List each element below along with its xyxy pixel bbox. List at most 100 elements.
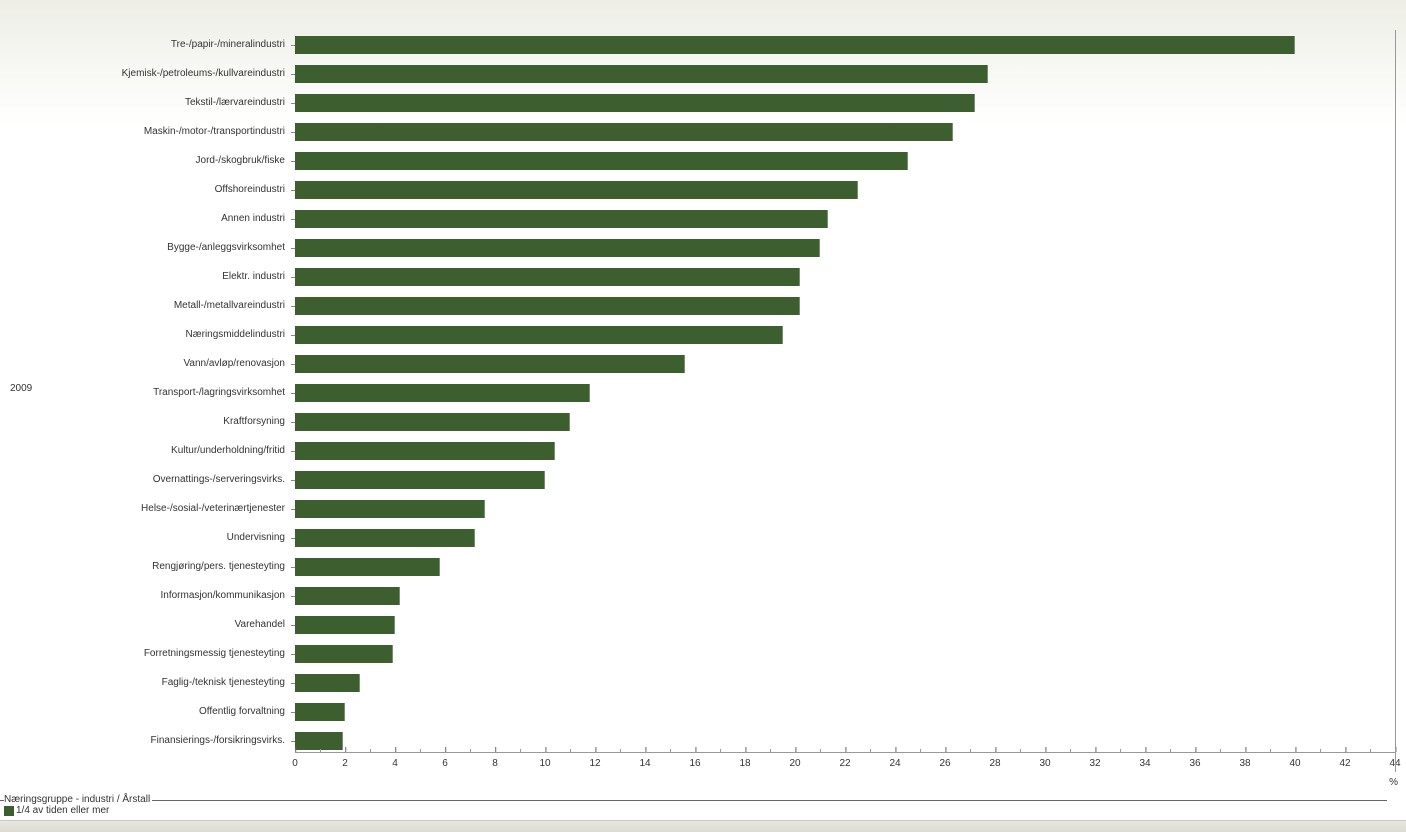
bar-row: Annen industri bbox=[295, 204, 1395, 233]
bar-category-label: Bygge-/anleggsvirksomhet bbox=[167, 242, 295, 253]
x-axis-minor-tick bbox=[470, 749, 471, 752]
x-axis-minor-tick bbox=[1270, 749, 1271, 752]
x-axis-minor-tick bbox=[1370, 749, 1371, 752]
bar-category-label: Faglig-/teknisk tjenesteyting bbox=[162, 677, 295, 688]
x-axis-tick-label: 4 bbox=[392, 758, 398, 769]
bar-category-label: Maskin-/motor-/transportindustri bbox=[144, 126, 295, 137]
bar-row: Tekstil-/lærvareindustri bbox=[295, 88, 1395, 117]
bar-row: Offshoreindustri bbox=[295, 175, 1395, 204]
bar bbox=[295, 152, 908, 170]
x-axis-tick: 26 bbox=[939, 752, 950, 763]
bar-category-label: Elektr. industri bbox=[222, 271, 295, 282]
bar bbox=[295, 442, 555, 460]
x-axis-tick-label: 42 bbox=[1339, 758, 1350, 769]
x-axis-minor-tick bbox=[420, 749, 421, 752]
x-axis-tick-label: 34 bbox=[1139, 758, 1150, 769]
bar bbox=[295, 587, 400, 605]
bar-row: Vann/avløp/renovasjon bbox=[295, 349, 1395, 378]
x-axis-tick-label: 8 bbox=[492, 758, 498, 769]
x-axis-minor-tick bbox=[920, 749, 921, 752]
x-axis-minor-tick bbox=[1120, 749, 1121, 752]
x-axis-minor-tick bbox=[770, 749, 771, 752]
bar-category-label: Varehandel bbox=[235, 619, 295, 630]
bar-row: Rengjøring/pers. tjenesteyting bbox=[295, 552, 1395, 581]
x-axis-tick-label: 0 bbox=[292, 758, 298, 769]
x-axis-tick: 8 bbox=[492, 752, 498, 763]
x-axis-tick-label: 6 bbox=[442, 758, 448, 769]
bar bbox=[295, 413, 570, 431]
bar-category-label: Vann/avløp/renovasjon bbox=[183, 358, 295, 369]
legend: Næringsgruppe - industri / Årstall 1/4 a… bbox=[4, 794, 150, 816]
x-axis-tick-label: 32 bbox=[1089, 758, 1100, 769]
x-axis-tick-label: 10 bbox=[539, 758, 550, 769]
x-axis-minor-tick bbox=[620, 749, 621, 752]
footer-bar bbox=[0, 820, 1406, 832]
x-axis-minor-tick bbox=[720, 749, 721, 752]
bar bbox=[295, 297, 800, 315]
x-axis-minor-tick bbox=[870, 749, 871, 752]
x-axis-tick-label: 26 bbox=[939, 758, 950, 769]
bar-category-label: Offshoreindustri bbox=[215, 184, 295, 195]
x-axis-tick: 6 bbox=[442, 752, 448, 763]
bar-category-label: Offentlig forvaltning bbox=[199, 706, 295, 717]
x-axis-tick: 2 bbox=[342, 752, 348, 763]
bar-row: Faglig-/teknisk tjenesteyting bbox=[295, 668, 1395, 697]
x-axis-tick: 30 bbox=[1039, 752, 1050, 763]
chart-right-border bbox=[1395, 30, 1396, 772]
bar bbox=[295, 326, 783, 344]
bar-category-label: Transport-/lagringsvirksomhet bbox=[153, 387, 295, 398]
x-axis-tick: 34 bbox=[1139, 752, 1150, 763]
bar-row: Overnattings-/serveringsvirks. bbox=[295, 465, 1395, 494]
bar bbox=[295, 674, 360, 692]
bar-row: Kraftforsyning bbox=[295, 407, 1395, 436]
legend-title: Næringsgruppe - industri / Årstall bbox=[4, 794, 150, 805]
x-axis-tick: 40 bbox=[1289, 752, 1300, 763]
chart-plot-area: Tre-/papir-/mineralindustriKjemisk-/petr… bbox=[295, 30, 1395, 770]
bar bbox=[295, 384, 590, 402]
x-axis-tick: 22 bbox=[839, 752, 850, 763]
bar-row: Undervisning bbox=[295, 523, 1395, 552]
x-axis-tick-label: 24 bbox=[889, 758, 900, 769]
bar-row: Maskin-/motor-/transportindustri bbox=[295, 117, 1395, 146]
x-axis-tick: 14 bbox=[639, 752, 650, 763]
x-axis-unit-label: % bbox=[1389, 777, 1398, 788]
bar-category-label: Undervisning bbox=[227, 532, 295, 543]
x-axis-tick-label: 14 bbox=[639, 758, 650, 769]
bar-category-label: Finansierings-/forsikringsvirks. bbox=[151, 735, 295, 746]
bar-row: Næringsmiddelindustri bbox=[295, 320, 1395, 349]
legend-items: 1/4 av tiden eller mer bbox=[4, 805, 150, 816]
x-axis-tick: 10 bbox=[539, 752, 550, 763]
bar bbox=[295, 94, 975, 112]
x-axis-minor-tick bbox=[570, 749, 571, 752]
x-axis-tick: 16 bbox=[689, 752, 700, 763]
x-axis-minor-tick bbox=[1220, 749, 1221, 752]
bar bbox=[295, 210, 828, 228]
bar-row: Bygge-/anleggsvirksomhet bbox=[295, 233, 1395, 262]
x-axis-minor-tick bbox=[970, 749, 971, 752]
x-axis-minor-tick bbox=[520, 749, 521, 752]
legend-label: 1/4 av tiden eller mer bbox=[16, 805, 109, 816]
x-axis-tick: 36 bbox=[1189, 752, 1200, 763]
x-axis-minor-tick bbox=[1020, 749, 1021, 752]
x-axis-tick-label: 28 bbox=[989, 758, 1000, 769]
x-axis-tick: 24 bbox=[889, 752, 900, 763]
legend-swatch bbox=[4, 806, 14, 816]
x-axis-tick-label: 40 bbox=[1289, 758, 1300, 769]
bar-category-label: Tre-/papir-/mineralindustri bbox=[171, 39, 295, 50]
bar-category-label: Næringsmiddelindustri bbox=[186, 329, 295, 340]
x-axis-tick-label: 22 bbox=[839, 758, 850, 769]
x-axis-tick: 18 bbox=[739, 752, 750, 763]
legend-item: 1/4 av tiden eller mer bbox=[4, 805, 150, 816]
x-axis-tick-label: 30 bbox=[1039, 758, 1050, 769]
x-axis-tick: 42 bbox=[1339, 752, 1350, 763]
x-axis-minor-tick bbox=[820, 749, 821, 752]
bar-row: Metall-/metallvareindustri bbox=[295, 291, 1395, 320]
bar-row: Transport-/lagringsvirksomhet bbox=[295, 378, 1395, 407]
x-axis: 0246810121416182022242628303234363840424… bbox=[295, 752, 1395, 772]
x-axis-minor-tick bbox=[320, 749, 321, 752]
x-axis-tick-label: 16 bbox=[689, 758, 700, 769]
bar-row: Tre-/papir-/mineralindustri bbox=[295, 30, 1395, 59]
bar-category-label: Overnattings-/serveringsvirks. bbox=[153, 474, 295, 485]
bar bbox=[295, 500, 485, 518]
bar-row: Varehandel bbox=[295, 610, 1395, 639]
